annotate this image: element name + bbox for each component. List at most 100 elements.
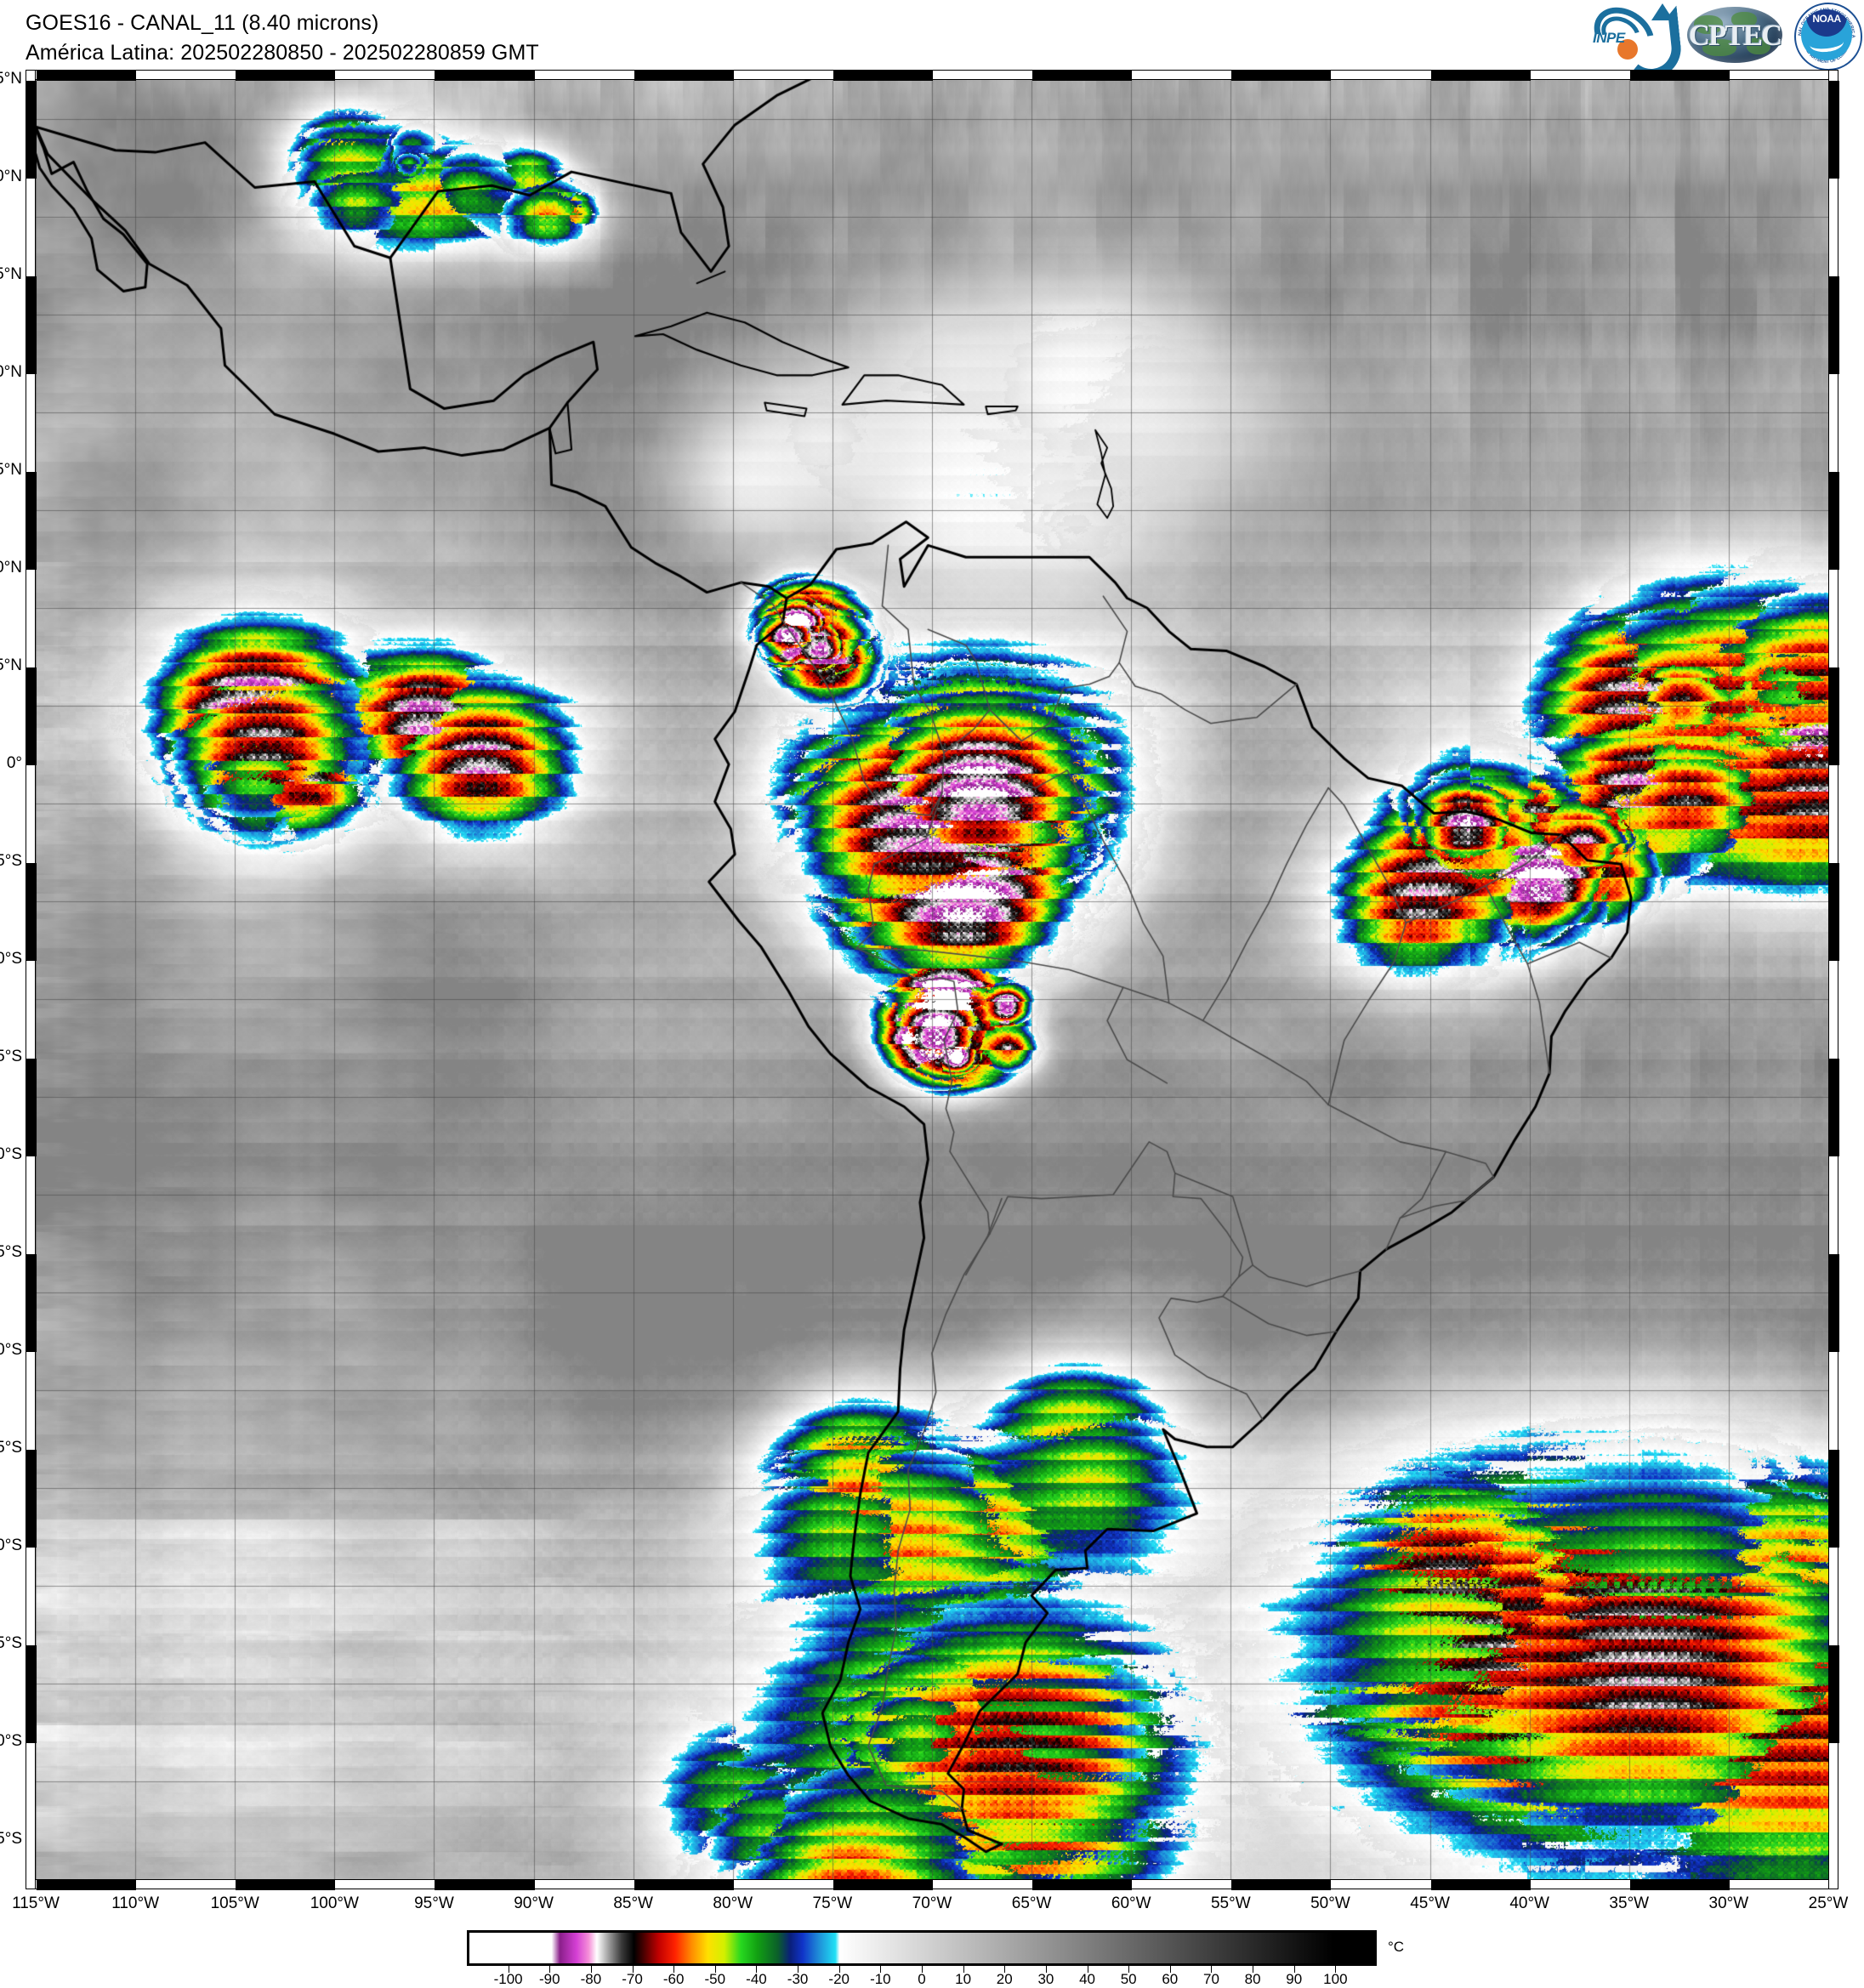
- lon-tick-label: 80°W: [713, 1894, 753, 1912]
- colorbar-tick: [1211, 1966, 1213, 1973]
- frame-segment: [26, 667, 37, 765]
- cptec-globe-icon: [1687, 7, 1782, 63]
- colorbar-tick: [838, 1966, 840, 1973]
- lon-tick-label: 115°W: [12, 1894, 60, 1912]
- frame-segment: [1629, 1880, 1730, 1890]
- satellite-imagery-canvas[interactable]: [36, 80, 1828, 1879]
- colorbar-tick: [632, 1966, 634, 1973]
- frame-left-ticks: [26, 70, 37, 1889]
- lon-tick-label: 85°W: [613, 1894, 653, 1912]
- header: GOES16 - CANAL_11 (8.40 microns) América…: [0, 0, 1864, 82]
- inpe-logo: INPE: [1583, 0, 1685, 82]
- lat-tick-label: 15°N: [0, 461, 22, 479]
- frame-segment: [1829, 1059, 1839, 1156]
- lon-tick-label: 110°W: [111, 1894, 160, 1912]
- colorbar-tick-label: -50: [704, 1971, 726, 1987]
- frame-segment: [26, 472, 37, 570]
- lat-tick-label: 40°S: [0, 1536, 22, 1554]
- frame-segment: [26, 81, 37, 179]
- colorbar-tick-label: -10: [870, 1971, 891, 1987]
- inpe-wordmark: INPE: [1593, 30, 1625, 46]
- colorbar-tick: [590, 1966, 592, 1973]
- frame-segment: [26, 1645, 37, 1743]
- colorbar-unit-label: °C: [1388, 1939, 1405, 1955]
- frame-segment: [1829, 1254, 1839, 1352]
- colorbar-tick: [756, 1966, 758, 1973]
- lat-tick-label: 35°S: [0, 1439, 22, 1457]
- map-frame: [26, 70, 1839, 1890]
- colorbar-tick-label: -80: [580, 1971, 602, 1987]
- frame-segment: [634, 71, 734, 81]
- colorbar-tick-label: 10: [955, 1971, 972, 1987]
- colorbar-tick-label: 20: [996, 1971, 1013, 1987]
- colorbar-tick-label: -30: [787, 1971, 809, 1987]
- frame-segment: [26, 1450, 37, 1548]
- frame-segment: [634, 1880, 734, 1890]
- title-line-channel: GOES16 - CANAL_11 (8.40 microns): [26, 11, 379, 35]
- inpe-arrow-tip-icon: [1651, 3, 1674, 20]
- lon-tick-label: 45°W: [1410, 1894, 1450, 1912]
- colorbar-tick-label: 30: [1037, 1971, 1054, 1987]
- lat-tick-label: 5°N: [0, 656, 22, 674]
- frame-segment: [26, 276, 37, 374]
- colorbar-tick: [1169, 1966, 1171, 1973]
- satellite-map[interactable]: [26, 70, 1839, 1890]
- inpe-orange-dot-icon: [1617, 39, 1638, 60]
- colorbar-tick-label: 60: [1162, 1971, 1179, 1987]
- lon-tick-label: 30°W: [1708, 1894, 1749, 1912]
- frame-segment: [26, 1254, 37, 1352]
- colorbar-tick-label: 80: [1244, 1971, 1261, 1987]
- lat-tick-label: 5°S: [0, 852, 22, 870]
- colorbar-tick: [1004, 1966, 1006, 1973]
- colorbar-tick: [714, 1966, 716, 1973]
- colorbar-tick-label: 70: [1202, 1971, 1219, 1987]
- lon-tick-label: 25°W: [1808, 1894, 1849, 1912]
- frame-segment: [1231, 71, 1332, 81]
- frame-segment: [1829, 1645, 1839, 1743]
- colorbar-tick-label: -40: [746, 1971, 767, 1987]
- frame-segment: [833, 1880, 933, 1890]
- lat-tick-label: 10°N: [0, 559, 22, 577]
- frame-segment: [1629, 71, 1730, 81]
- colorbar-gradient: [467, 1930, 1377, 1966]
- colorbar-tick-label: 40: [1079, 1971, 1095, 1987]
- lat-tick-label: 55°S: [0, 1830, 22, 1848]
- frame-segment: [1231, 1880, 1332, 1890]
- frame-top-ticks: [26, 70, 1838, 81]
- cptec-logo: CPTEC: [1687, 7, 1782, 63]
- frame-segment: [236, 71, 336, 81]
- lat-tick-label: 50°S: [0, 1732, 22, 1750]
- frame-segment: [1829, 472, 1839, 570]
- noaa-seabird-icon: [1801, 9, 1852, 60]
- colorbar-tick: [549, 1966, 551, 1973]
- lat-tick-label: 25°N: [0, 265, 22, 283]
- frame-segment: [26, 1059, 37, 1156]
- frame-segment: [236, 1880, 336, 1890]
- lon-tick-label: 90°W: [514, 1894, 554, 1912]
- lat-tick-label: 15°S: [0, 1048, 22, 1065]
- colorbar-tick: [922, 1966, 923, 1973]
- noaa-logo: NATIONAL OCEANIC AND ATMOSPHERIC ADMIN U…: [1794, 3, 1862, 71]
- colorbar-tick-label: -90: [538, 1971, 560, 1987]
- colorbar-tick-label: -20: [828, 1971, 850, 1987]
- frame-segment: [1829, 276, 1839, 374]
- lat-tick-label: 30°N: [0, 168, 22, 185]
- frame-right-ticks: [1828, 70, 1839, 1889]
- frame-segment: [1430, 1880, 1531, 1890]
- logo-group: INPE CPTEC NATIONAL OCEANIC AND ATMOSPHE…: [1583, 0, 1862, 82]
- colorbar-ticks: [467, 1966, 1377, 1973]
- lon-tick-label: 35°W: [1609, 1894, 1650, 1912]
- lon-tick-label: 40°W: [1509, 1894, 1549, 1912]
- frame-segment: [26, 863, 37, 961]
- lon-tick-label: 50°W: [1310, 1894, 1350, 1912]
- lat-tick-label: 0°: [6, 754, 22, 772]
- colorbar-tick: [1293, 1966, 1295, 1973]
- lon-tick-label: 65°W: [1011, 1894, 1052, 1912]
- lat-tick-label: 35°N: [0, 70, 22, 88]
- frame-segment: [1829, 667, 1839, 765]
- frame-segment: [37, 1880, 137, 1890]
- colorbar-tick-label: -100: [493, 1971, 523, 1987]
- colorbar-tick: [1335, 1966, 1337, 1973]
- lon-tick-label: 60°W: [1111, 1894, 1151, 1912]
- frame-segment: [1032, 71, 1133, 81]
